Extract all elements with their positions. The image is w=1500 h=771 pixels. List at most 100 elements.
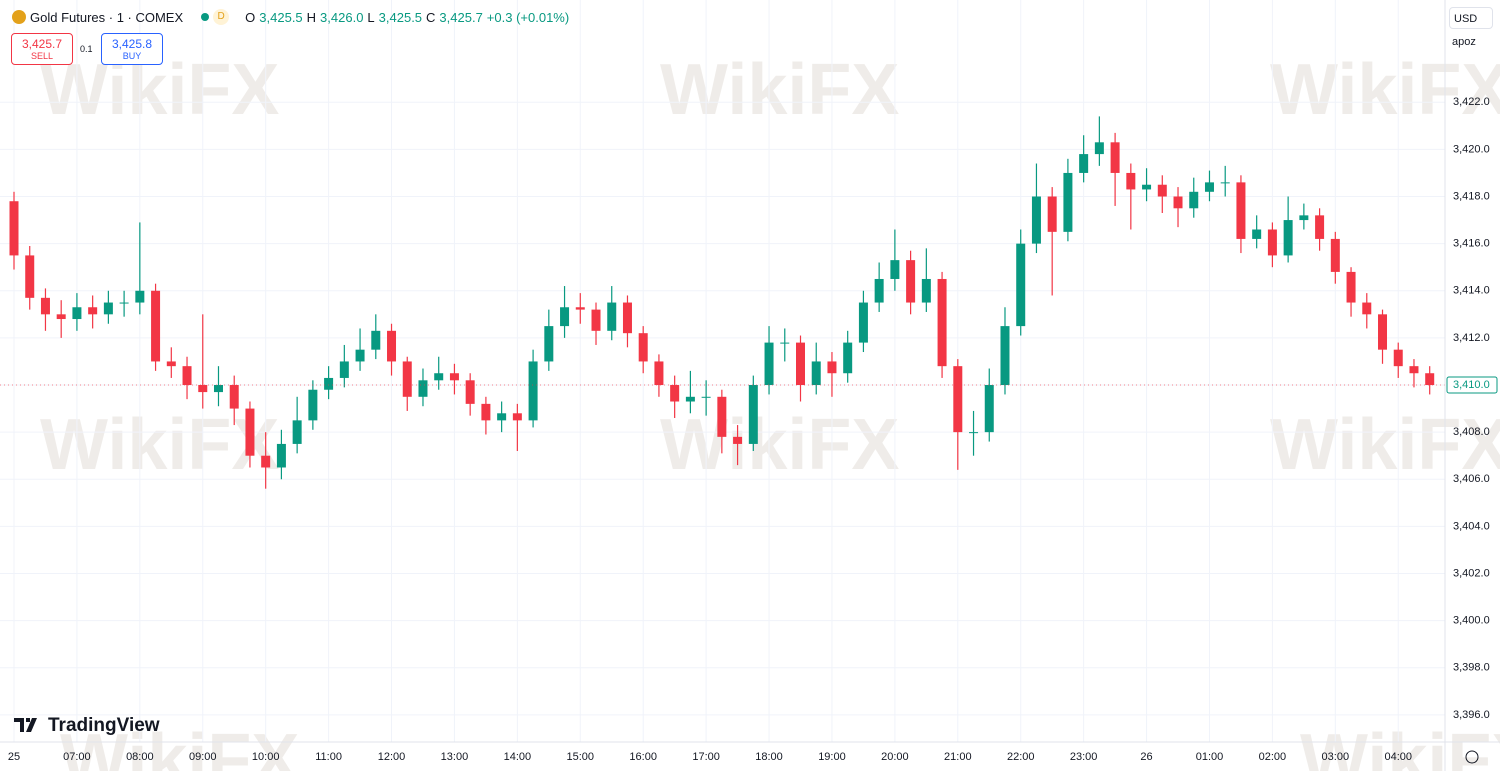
candle-body [308, 389, 318, 421]
buy-price: 3,425.8 [111, 37, 153, 51]
scale-menu[interactable]: apoz [1452, 36, 1476, 48]
candle-body [229, 385, 239, 409]
x-tick-label: 15:00 [567, 751, 595, 763]
logo-icon [14, 718, 37, 732]
candle-body [858, 302, 868, 343]
candle-body [465, 380, 475, 404]
watermark: WikiFX [40, 405, 279, 485]
symbol-icon [12, 10, 26, 24]
candle-body [213, 385, 223, 393]
candle-body [56, 314, 66, 320]
candle-body [1267, 229, 1277, 256]
x-tick-label: 16:00 [629, 751, 657, 763]
x-tick-label: 20:00 [881, 751, 909, 763]
candle-body [355, 349, 365, 362]
candle-body [135, 290, 145, 303]
candle-body [921, 278, 931, 303]
y-tick-label: 3,404.0 [1453, 520, 1490, 532]
candle-body [402, 361, 412, 397]
x-tick-label: 26 [1140, 751, 1152, 763]
h-label: H [306, 9, 317, 25]
candle-body [119, 302, 129, 304]
candle-body [72, 307, 82, 320]
candle-body [638, 333, 648, 362]
watermark: WikiFX [660, 405, 899, 485]
x-tick-label: 08:00 [126, 751, 154, 763]
candle-body [1173, 196, 1183, 209]
candle-body [622, 302, 632, 334]
last-price-tag [1446, 376, 1498, 394]
candle-body [1425, 373, 1435, 386]
y-tick-label: 3,402.0 [1453, 567, 1490, 579]
candle-body [1378, 314, 1388, 350]
y-tick-label: 3,414.0 [1453, 285, 1490, 297]
spread: 0.1 [80, 44, 93, 54]
candle-body [670, 385, 680, 402]
buy-label: BUY [122, 51, 142, 61]
candle-body [387, 330, 397, 362]
candle-body [1362, 302, 1372, 315]
candle-body [276, 443, 286, 468]
candle-body [591, 309, 601, 331]
y-tick-label: 3,416.0 [1453, 238, 1490, 250]
watermark: WikiFX [1300, 720, 1500, 771]
change: +0.3 (+0.01%) [486, 9, 570, 25]
candle-body [434, 373, 444, 381]
badge: D [213, 9, 230, 25]
candle-body [25, 255, 35, 298]
x-tick-label: 23:00 [1070, 751, 1098, 763]
x-tick-label: 09:00 [189, 751, 217, 763]
sell-label: SELL [30, 51, 54, 61]
candle-body [575, 307, 585, 310]
candle-body [1142, 184, 1152, 190]
candle-body [1000, 326, 1010, 386]
candle-body [906, 260, 916, 303]
y-tick-label: 3,422.0 [1453, 96, 1490, 108]
y-tick-label: 3,420.0 [1453, 143, 1490, 155]
y-tick-label: 3,396.0 [1453, 709, 1490, 721]
x-tick-label: 19:00 [818, 751, 846, 763]
y-tick-label: 3,418.0 [1453, 190, 1490, 202]
x-tick-label: 07:00 [63, 751, 91, 763]
candle-body [1079, 154, 1089, 173]
candle-body [1204, 182, 1214, 192]
candle-body [937, 278, 947, 367]
buy-button[interactable]: 3,425.8 BUY [101, 33, 163, 65]
candle-body [449, 373, 459, 381]
x-tick-label: 11:00 [315, 751, 342, 763]
candle-body [292, 420, 302, 444]
status-dot [201, 13, 210, 21]
settings-icon[interactable] [1465, 750, 1479, 764]
candle-body [103, 302, 113, 315]
c-label: C [426, 9, 436, 25]
x-tick-label: 25 [8, 751, 20, 763]
candle-body [198, 385, 208, 393]
close: 3,425.7 [439, 9, 483, 25]
candle-body [497, 413, 507, 421]
candle-body [528, 361, 538, 421]
candle-body [685, 396, 695, 402]
candle-body [1157, 184, 1167, 197]
logo-text: TradingView [48, 715, 160, 736]
watermark: WikiFX [60, 720, 299, 771]
x-tick-label: 13:00 [441, 751, 469, 763]
candle-body [1220, 182, 1230, 184]
legend: Gold Futures · 1 · COMEX D O 3,425.5 H 3,4… [12, 9, 569, 25]
candle-body [607, 302, 617, 331]
candle-body [717, 396, 727, 437]
candle-body [1315, 215, 1325, 239]
candle-body [544, 326, 554, 362]
candle-body [890, 260, 900, 279]
currency-select[interactable]: USD [1449, 7, 1493, 29]
candle-body [371, 330, 381, 350]
candle-body [733, 436, 743, 444]
symbol[interactable]: Gold Futures · 1 · COMEX [30, 9, 184, 25]
tv-logo: TradingView [14, 715, 160, 736]
candle-body [1126, 172, 1136, 190]
candle-body [182, 366, 192, 386]
sell-button[interactable]: 3,425.7 SELL [11, 33, 73, 65]
candle-body [1283, 220, 1293, 256]
sell-price: 3,425.7 [21, 37, 63, 51]
watermark: WikiFX [1270, 50, 1500, 130]
